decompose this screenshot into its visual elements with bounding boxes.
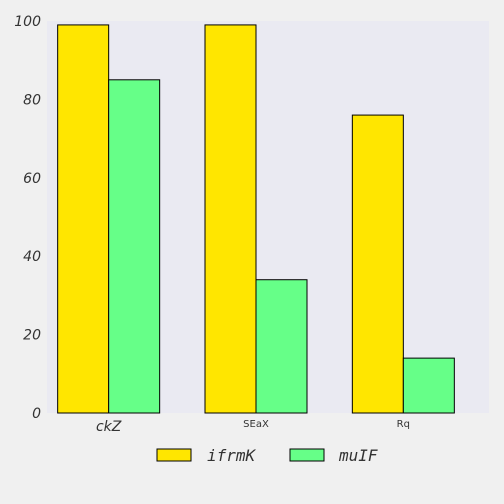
y-tick-label: 0 [32, 406, 41, 422]
legend-swatch-muIF [289, 448, 325, 462]
x-tick-label: ckZ [96, 419, 122, 435]
bar-muIF-Rq [402, 357, 455, 414]
legend-swatch-ifrmK [156, 448, 192, 462]
bars-group [57, 24, 455, 414]
bar-muIF-ckZ [108, 79, 161, 414]
y-tick-label: 80 [23, 92, 41, 108]
legend-label-ifrmK: ifrmK [207, 446, 257, 465]
bar-ifrmK-Rq [351, 114, 404, 414]
x-tick-label: SEaX [243, 419, 269, 430]
y-tick-label: 40 [23, 249, 41, 265]
y-axis-ticks: 0 20 40 60 80 100 [14, 14, 41, 422]
legend-label-muIF: muIF [338, 446, 378, 465]
bar-ifrmK-ckZ [57, 24, 110, 414]
y-tick-label: 20 [23, 328, 41, 344]
legend: ifrmK muIF [156, 446, 378, 465]
x-tick-label: Rq [397, 419, 410, 430]
bar-ifrmK-SEaX [204, 24, 257, 414]
x-axis-ticks: ckZ SEaX Rq [96, 419, 410, 435]
bar-muIF-SEaX [255, 279, 308, 414]
y-tick-label: 60 [23, 171, 41, 187]
y-tick-label: 100 [14, 14, 41, 30]
